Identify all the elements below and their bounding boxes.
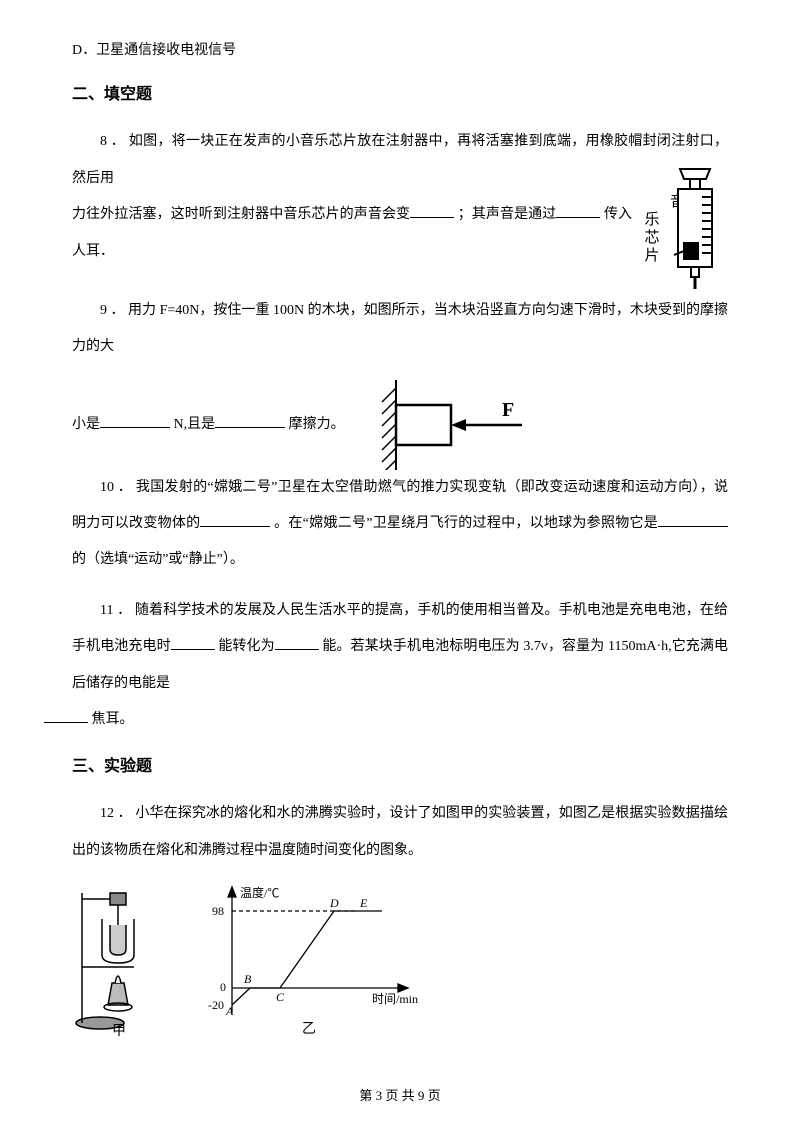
- q9-text-c: N,且是: [174, 417, 216, 432]
- pt-b: B: [244, 972, 252, 986]
- blank: [410, 204, 454, 218]
- q12-num: 12 ．: [100, 806, 132, 821]
- force-diagram-icon: F: [352, 380, 572, 470]
- page-footer: 第 3 页 共 9 页: [0, 1085, 800, 1104]
- q12-figures: 甲 温度/℃ 时间/min 98 0 -20 A B C D E 乙: [72, 883, 728, 1038]
- pt-c: C: [276, 990, 285, 1004]
- caption-yi: 乙: [302, 1021, 316, 1037]
- q9-text-a: 用力 F=40N，按住一重 100N 的木块，如图所示，当木块沿竖直方向匀速下滑…: [72, 303, 728, 354]
- q10-num: 10 ．: [100, 480, 132, 495]
- pt-e: E: [359, 896, 368, 910]
- q8-text-c: ；其声音是通过: [458, 207, 557, 222]
- syringe-icon: [668, 163, 723, 293]
- blank: [171, 636, 215, 650]
- q9-text-b: 小是: [72, 417, 100, 432]
- ytick-neg20: -20: [208, 998, 224, 1012]
- x-axis-label: 时间/min: [372, 992, 418, 1006]
- graph-icon: 温度/℃ 时间/min 98 0 -20 A B C D E 乙: [192, 883, 422, 1038]
- y-axis-label: 温度/℃: [240, 885, 279, 900]
- option-d: D．卫星通信接收电视信号: [72, 40, 728, 62]
- section-3-heading: 三、实验题: [72, 752, 728, 776]
- blank: [200, 513, 270, 527]
- q8-text-a: 如图，将一块正在发声的小音乐芯片放在注射器中，再将活塞推到底端，用橡胶帽封闭注射…: [72, 134, 728, 185]
- blank: [100, 414, 170, 428]
- q8-text-b: 力往外拉活塞，这时听到注射器中音乐芯片的声音会变: [72, 207, 410, 222]
- question-10: 10 ． 我国发射的“嫦娥二号”卫星在太空借助燃气的推力实现变轨（即改变运动速度…: [72, 470, 728, 579]
- caption-jia: 甲: [112, 1024, 126, 1038]
- question-8: 8 ． 如图，将一块正在发声的小音乐芯片放在注射器中，再将活塞推到底端，用橡胶帽…: [72, 124, 728, 270]
- q11-text-d: 焦耳。: [92, 712, 134, 727]
- q11-text-b: 能转化为: [218, 639, 274, 654]
- question-9-line2: 小是 N,且是 摩擦力。 F: [72, 380, 728, 470]
- q10-text-c: 的（选填“运动”或“静止”）。: [72, 552, 244, 567]
- q9-text-d: 摩擦力。: [289, 417, 345, 432]
- pt-d: D: [329, 896, 339, 910]
- question-11: 11 ． 随着科学技术的发展及人民生活水平的提高，手机的使用相当普及。手机电池是…: [72, 593, 728, 739]
- blank: [556, 204, 600, 218]
- q8-num: 8 ．: [100, 134, 125, 149]
- force-figure: F: [352, 380, 572, 470]
- blank: [275, 636, 319, 650]
- q9-num: 9 ．: [100, 303, 125, 318]
- apparatus-icon: 甲: [72, 883, 162, 1038]
- ytick-98: 98: [212, 904, 224, 918]
- svg-text:F: F: [502, 399, 514, 421]
- blank: [658, 513, 728, 527]
- syringe-figure: 音乐芯片: [638, 163, 728, 293]
- question-12: 12 ． 小华在探究冰的熔化和水的沸腾实验时，设计了如图甲的实验装置，如图乙是根…: [72, 796, 728, 869]
- ytick-0: 0: [220, 980, 226, 994]
- q11-num: 11 ．: [100, 603, 131, 618]
- question-9: 9 ． 用力 F=40N，按住一重 100N 的木块，如图所示，当木块沿竖直方向…: [72, 293, 728, 366]
- q10-text-b: 。在“嫦娥二号”卫星绕月飞行的过程中，以地球为参照物它是: [274, 516, 658, 531]
- q12-text: 小华在探究冰的熔化和水的沸腾实验时，设计了如图甲的实验装置，如图乙是根据实验数据…: [72, 806, 728, 857]
- blank: [215, 414, 285, 428]
- syringe-label: 音乐芯片: [642, 193, 662, 265]
- section-2-heading: 二、填空题: [72, 80, 728, 104]
- pt-a: A: [225, 1004, 234, 1018]
- blank: [44, 709, 88, 723]
